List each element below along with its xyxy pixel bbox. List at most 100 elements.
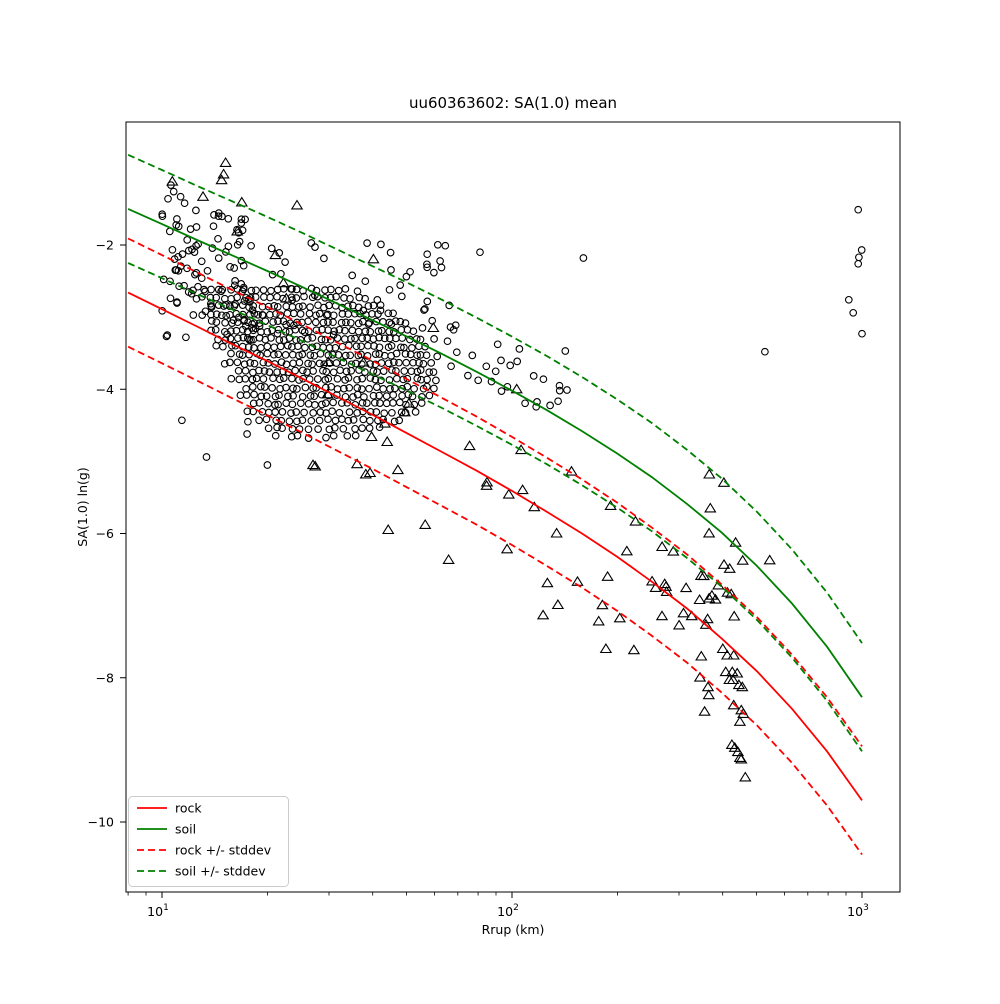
rock-station-point [563,386,571,394]
rock-station-point [358,424,366,432]
rock-station-point [341,351,350,360]
rock-station-point [407,367,416,376]
rock-station-point [260,383,269,391]
rock-station-point [273,423,281,432]
rock-station-point [237,280,246,288]
rock-station-point [184,246,193,255]
rock-station-point [353,384,362,392]
rock-station-point [227,349,235,358]
rock-station-point [366,360,374,368]
rock-station-point [322,367,331,376]
rock-station-point [180,199,189,208]
rock-station-point [220,294,229,303]
legend-box [128,796,289,887]
rock-station-point [370,342,378,350]
rock-station-point [360,393,368,401]
rock-station-point [281,351,290,359]
soil-station-point [733,715,747,726]
soil-station-point [480,479,493,490]
rock-station-point [235,375,244,384]
rock-station-point [348,271,357,280]
rock-station-point [311,243,319,251]
rock-station-points [158,181,866,469]
rock-station-point [415,358,423,367]
rock-station-point [351,334,359,343]
rock-station-point [844,295,853,304]
rock-station-point [306,303,314,311]
rock-station-point [183,236,192,244]
rock-station-point [335,408,344,417]
rock-station-point [207,317,216,325]
rock-station-point [168,245,177,254]
rock-station-point [176,192,185,201]
soil-station-point [723,562,736,573]
rock-station-point [303,334,312,343]
soil-station-point [677,607,690,618]
rock-station-point [387,341,396,350]
rock-station-point [307,239,316,247]
soil-station-point [721,649,734,660]
rock-station-point [403,382,412,391]
chart-title: uu60363602: SA(1.0) mean [409,94,617,112]
soil-station-point [463,440,476,451]
rock-station-point [250,390,258,399]
rock-station-point [345,383,354,392]
rock-station-point [182,333,190,342]
soil-station-point [592,615,605,626]
rock-station-point [283,309,292,318]
rock-station-point [288,374,296,383]
rock-station-point [244,343,253,351]
rock-station-point [304,317,312,326]
rock-station-point [271,401,279,409]
rock-station-point [219,342,227,351]
rock-station-point [363,334,372,343]
rock-station-point [323,310,332,319]
rock-station-point [329,331,338,339]
rock-station-point [410,384,418,393]
soil-station-point [367,253,380,264]
rock-station-point [423,260,431,269]
rock-station-point [339,424,348,433]
rock-station-point [308,360,316,369]
rock-station-point [346,318,355,327]
soil-station-point [480,476,494,487]
rock-station-point [296,336,305,344]
rock-station-point [546,401,554,410]
rock-station-point [348,326,357,335]
soil-station-point [739,771,752,782]
rock-station-point [349,416,358,424]
rock-station-point [413,351,421,360]
soil-station-point [705,589,719,600]
rock-station-point [281,258,289,266]
rock-station-point [319,318,328,327]
rock-station-point [234,366,243,375]
soil-station-point [536,609,550,620]
rock-station-point [270,302,279,310]
soil-station-point [357,356,370,367]
rock-station-point [220,359,229,368]
rock-station-point [222,311,231,320]
soil-station-point [166,175,179,186]
rock-station-point [209,222,218,231]
rock-station-point [271,392,280,401]
rock-station-point [347,366,356,375]
rock-station-point [300,292,308,301]
soil-station-point [231,225,244,236]
rock-station-point [324,374,333,383]
soil-station-point [702,527,716,538]
rock-station-point [451,321,460,330]
rock-station-point [301,343,309,352]
rock-station-point [420,306,428,314]
rock-station-point [468,351,477,360]
rock-station-point [236,391,245,400]
rock-station-point [357,342,365,351]
rock-station-point [262,392,271,400]
rock-station-point [175,282,183,291]
rock-station-point [311,401,319,409]
rock-station-point [224,214,233,223]
rock-station-point [269,318,277,326]
rock-station-point [192,206,200,215]
rock-station-point [300,328,309,336]
soil-station-point [381,436,394,447]
rock-station-point [173,299,181,307]
